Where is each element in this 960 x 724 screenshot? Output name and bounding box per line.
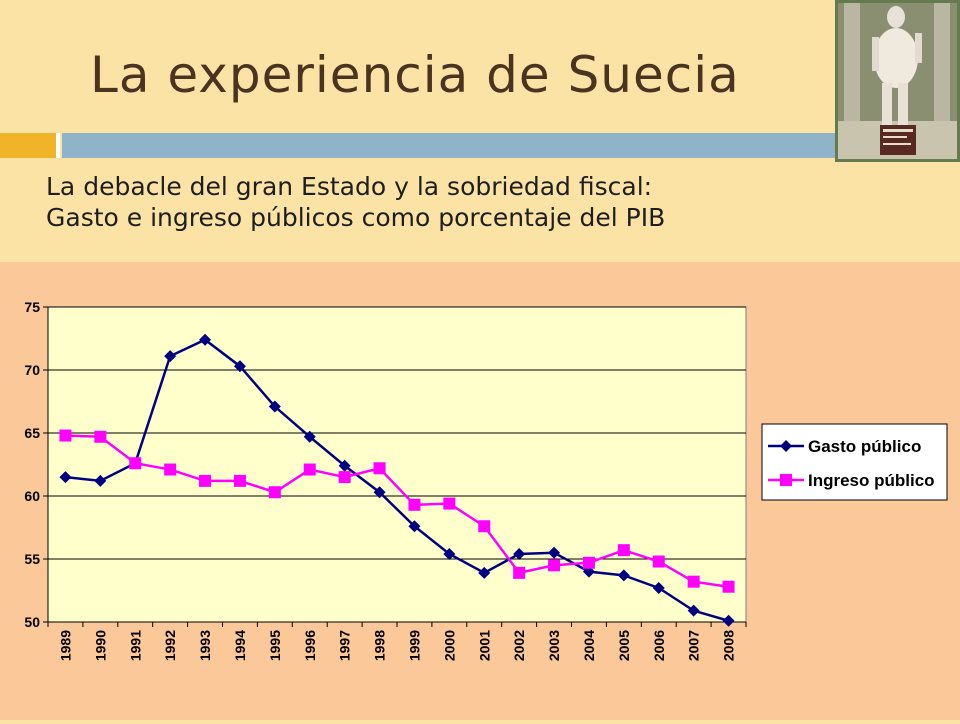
series-0-point-2008 xyxy=(722,614,735,627)
decorative-bar xyxy=(0,133,960,158)
ytick-label-50: 50 xyxy=(24,614,40,630)
xtick-label-1990: 1990 xyxy=(92,630,108,661)
statue-photo xyxy=(835,0,960,162)
xtick-label-2008: 2008 xyxy=(721,630,737,661)
xtick-label-1993: 1993 xyxy=(197,630,213,661)
series-1-point-2003 xyxy=(548,559,561,572)
xtick-label-2000: 2000 xyxy=(441,630,457,661)
series-1-point-1993 xyxy=(199,474,212,487)
series-1-point-2008 xyxy=(722,580,735,593)
slide-title: La experiencia de Suecia xyxy=(90,46,740,104)
series-1-point-1990 xyxy=(94,430,107,443)
series-0-point-2000 xyxy=(443,547,456,560)
slide-subtitle: La debacle del gran Estado y la sobrieda… xyxy=(46,171,665,233)
statue-illustration xyxy=(838,3,957,159)
xtick-label-2003: 2003 xyxy=(546,630,562,661)
xtick-label-2001: 2001 xyxy=(476,630,492,661)
xtick-label-2007: 2007 xyxy=(686,630,702,661)
series-0-point-1998 xyxy=(373,486,386,499)
bar-block-orange xyxy=(0,133,56,158)
series-0-point-2002 xyxy=(513,547,526,560)
xtick-label-1992: 1992 xyxy=(162,630,178,661)
xtick-label-1999: 1999 xyxy=(406,630,422,661)
xtick-label-2004: 2004 xyxy=(581,630,597,661)
bar-block-blue xyxy=(62,133,960,158)
legend-label-1: Ingreso público xyxy=(808,471,935,490)
series-0-point-2004 xyxy=(582,565,595,578)
chart-container: 50 55 60 65 70 75 1989 1990 1991 1992 1993 1994 1995… xyxy=(0,262,960,720)
series-1-point-2006 xyxy=(652,555,665,568)
subtitle-line-1: La debacle del gran Estado y la sobrieda… xyxy=(46,172,653,201)
series-1-point-2007 xyxy=(687,575,700,588)
series-1-point-2001 xyxy=(478,520,491,533)
series-0-point-1999 xyxy=(408,520,421,533)
series-1-point-1997 xyxy=(338,471,351,484)
series-0-point-2005 xyxy=(617,569,630,582)
series-0-point-2001 xyxy=(478,566,491,579)
plot-area xyxy=(47,306,747,623)
series-line-0 xyxy=(65,338,729,622)
series-1-point-1996 xyxy=(303,463,316,476)
series-1-point-2002 xyxy=(513,566,526,579)
series-0-point-1994 xyxy=(233,360,246,373)
xtick-label-1997: 1997 xyxy=(337,630,353,661)
legend-marker-0 xyxy=(780,440,792,452)
xtick-label-1998: 1998 xyxy=(372,630,388,661)
series-1-point-1998 xyxy=(373,462,386,475)
series-1-point-2004 xyxy=(582,556,595,569)
series-0-point-1997 xyxy=(338,459,351,472)
line-chart: 50 55 60 65 70 75 1989 1990 1991 1992 1993 1994 1995… xyxy=(24,299,948,661)
xtick-label-1991: 1991 xyxy=(127,630,143,661)
series-1-point-1991 xyxy=(129,457,142,470)
series-1-point-1995 xyxy=(268,486,281,499)
xtick-label-1996: 1996 xyxy=(302,630,318,661)
legend-box xyxy=(761,423,948,501)
series-1-point-1989 xyxy=(59,429,72,442)
series-0-point-1996 xyxy=(303,430,316,443)
subtitle-line-2: Gasto e ingreso públicos como porcentaje… xyxy=(46,203,666,232)
xtick-label-2006: 2006 xyxy=(651,630,667,661)
series-0-point-1992 xyxy=(164,350,177,363)
ytick-label-55: 55 xyxy=(24,551,40,567)
xtick-label-1989: 1989 xyxy=(57,630,73,661)
series-0-point-1995 xyxy=(268,400,281,413)
ytick-label-65: 65 xyxy=(24,425,40,441)
series-0-point-2006 xyxy=(652,581,665,594)
series-1-point-2000 xyxy=(443,497,456,510)
ytick-label-70: 70 xyxy=(24,362,40,378)
series-1-point-1999 xyxy=(408,498,421,511)
series-1-point-1992 xyxy=(164,463,177,476)
series-0-point-1993 xyxy=(199,333,212,346)
legend-label-0: Gasto público xyxy=(808,437,921,456)
xtick-label-1994: 1994 xyxy=(232,630,248,661)
xtick-label-1995: 1995 xyxy=(267,630,283,661)
series-0-point-1990 xyxy=(94,474,107,487)
legend-marker-1 xyxy=(780,474,792,486)
xtick-label-2005: 2005 xyxy=(616,630,632,661)
ytick-label-60: 60 xyxy=(24,488,40,504)
xtick-label-2002: 2002 xyxy=(511,630,527,661)
ytick-label-75: 75 xyxy=(24,299,40,315)
series-0-point-1989 xyxy=(59,471,72,484)
series-1-point-1994 xyxy=(233,474,246,487)
series-0-point-2003 xyxy=(548,546,561,559)
series-1-point-2005 xyxy=(617,544,630,557)
series-0-point-2007 xyxy=(687,604,700,617)
